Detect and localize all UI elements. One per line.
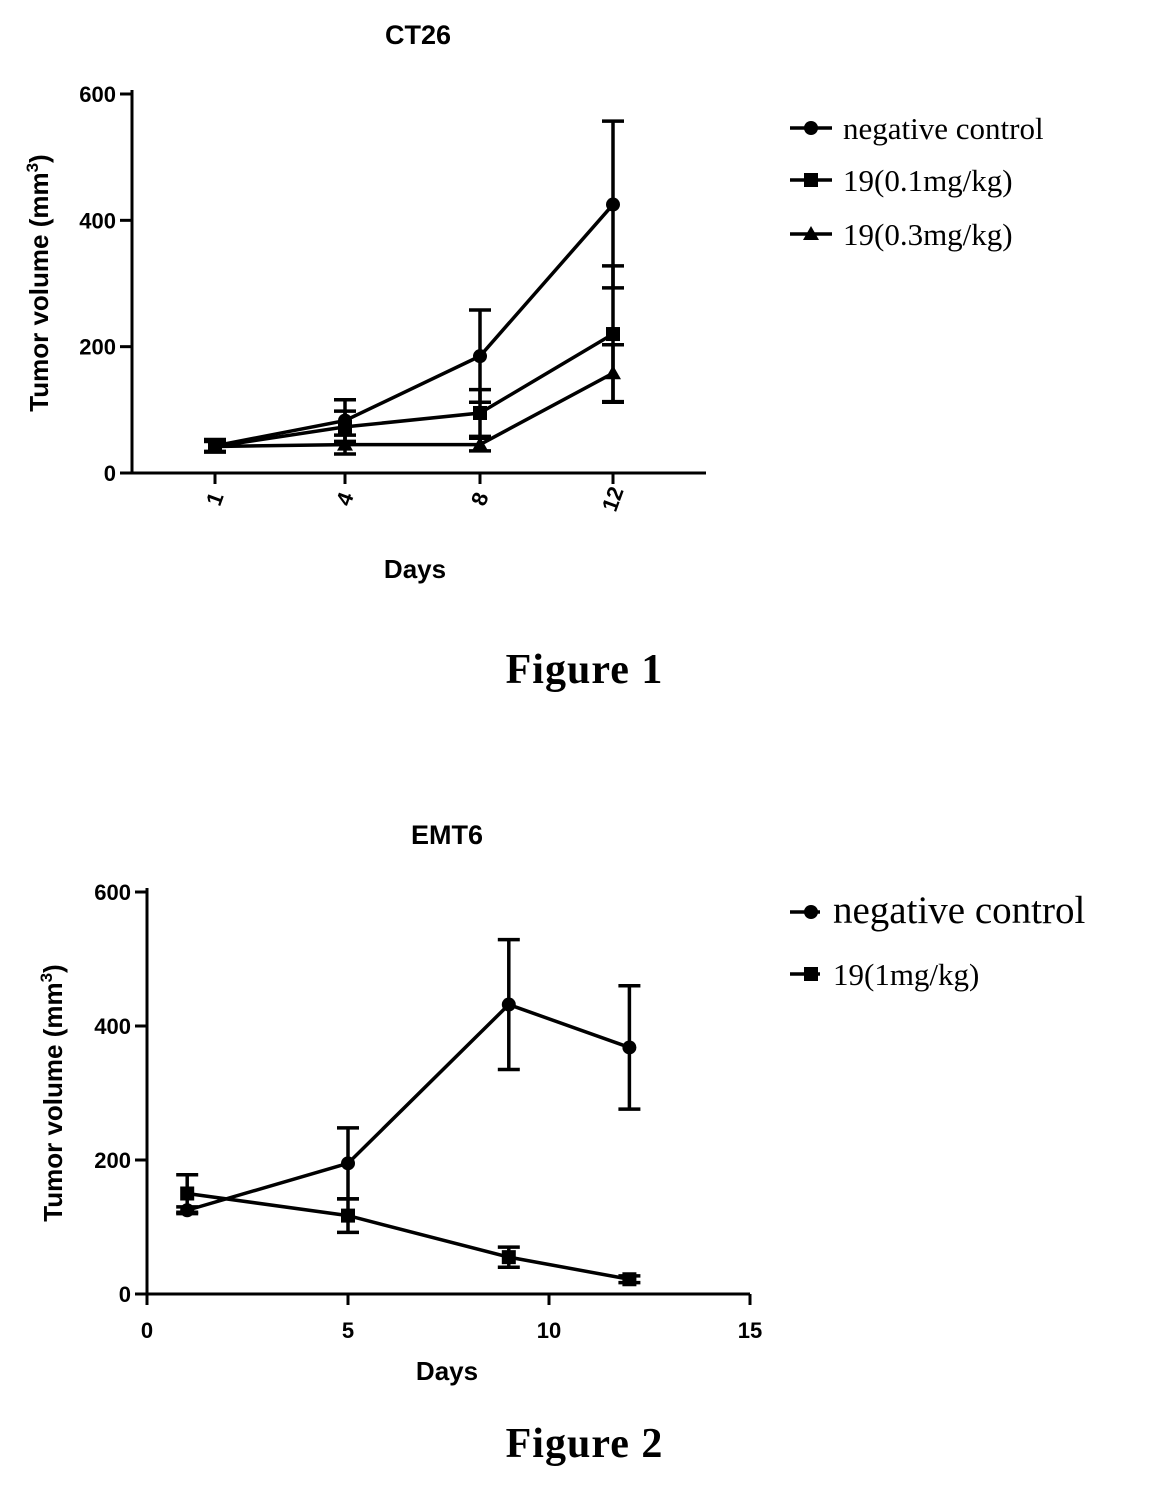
- legend-label: negative control: [843, 111, 1044, 146]
- chart-ct26: CT26 0 200 400 600 1 4 8 12 Days Tumor volume (mm3…: [23, 20, 1044, 584]
- data-point: [180, 1186, 195, 1201]
- legend-label: 19(0.3mg/kg): [843, 217, 1013, 252]
- series-0: [176, 937, 641, 1218]
- data-point: [472, 436, 488, 451]
- y-axis-label-text: Tumor volume (mm: [24, 172, 54, 411]
- series-1: [204, 264, 624, 454]
- y-axis-label: Tumor volume (mm3): [23, 154, 54, 411]
- y-axis-label-sup: 3: [23, 163, 42, 172]
- legend-label: negative control: [833, 889, 1085, 932]
- figure-1-caption: Figure 1: [505, 647, 664, 693]
- chart-title: CT26: [385, 20, 451, 50]
- chart-emt6: EMT6 0 200 400 600 0 5 10 15 Days Tumor volume (mm…: [37, 820, 1085, 1386]
- data-point: [473, 405, 487, 420]
- y-axis-label-text: Tumor volume (mm: [38, 982, 68, 1221]
- data-point: [622, 1040, 637, 1055]
- x-tick-label: 15: [738, 1318, 762, 1343]
- data-point: [501, 1250, 516, 1265]
- data-point: [501, 997, 516, 1012]
- x-tick-label: 4: [331, 488, 359, 509]
- data-point: [622, 1272, 637, 1287]
- x-tick-label: 1: [201, 489, 229, 509]
- series-1: [176, 1172, 641, 1287]
- series-line: [186, 1191, 630, 1281]
- y-axis-label: Tumor volume (mm3): [37, 964, 68, 1221]
- legend-label: 19(1mg/kg): [833, 957, 979, 992]
- y-tick-label: 400: [94, 1014, 131, 1039]
- series-line: [214, 371, 614, 449]
- x-tick-label: 0: [141, 1318, 153, 1343]
- y-axis-label-sup: 3: [37, 973, 56, 982]
- y-tick-label: 600: [79, 82, 116, 107]
- y-axis-label-close: ): [24, 154, 54, 163]
- data-point: [341, 1208, 355, 1223]
- data-point: [338, 419, 352, 434]
- legend-marker: [804, 121, 818, 135]
- y-tick-label: 600: [94, 880, 131, 905]
- chart-title: EMT6: [411, 820, 483, 850]
- legend-marker: [804, 173, 818, 187]
- y-tick-label: 200: [94, 1148, 131, 1173]
- data-point: [606, 197, 620, 212]
- data-point: [341, 1156, 355, 1171]
- legend-marker: [804, 905, 818, 919]
- y-tick-label: 0: [119, 1282, 131, 1307]
- x-tick-label: 12: [597, 483, 629, 515]
- y-tick-label: 0: [104, 461, 116, 486]
- legend-label: 19(0.1mg/kg): [843, 163, 1013, 198]
- y-tick-label: 200: [79, 335, 116, 360]
- legend-marker: [803, 226, 819, 240]
- figure-2-caption: Figure 2: [505, 1421, 664, 1467]
- data-point: [606, 327, 620, 342]
- series-line: [214, 332, 614, 449]
- legend-marker: [804, 967, 818, 981]
- data-point: [605, 365, 621, 380]
- x-axis-label: Days: [384, 554, 446, 584]
- x-axis-label: Days: [416, 1356, 478, 1386]
- series-line: [186, 1002, 630, 1212]
- x-tick-label: 10: [537, 1318, 561, 1343]
- x-tick-label: 8: [466, 489, 494, 509]
- series-line: [214, 203, 615, 448]
- y-axis-label-close: ): [38, 964, 68, 973]
- x-tick-label: 5: [342, 1318, 354, 1343]
- data-point: [207, 438, 223, 453]
- data-point: [337, 436, 353, 451]
- data-point: [473, 349, 487, 364]
- y-tick-label: 400: [79, 208, 116, 233]
- series-2: [204, 343, 624, 456]
